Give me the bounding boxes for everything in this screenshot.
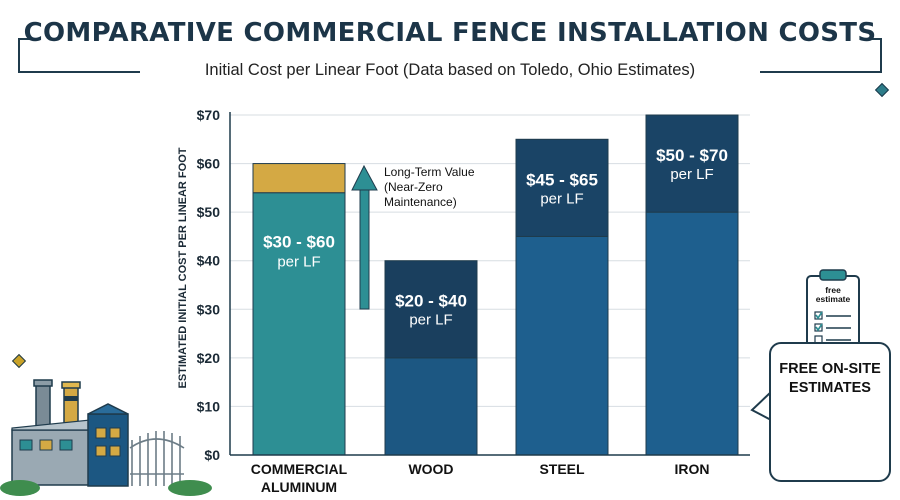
- bars-layer: [252, 114, 739, 456]
- y-tick-label: $10: [197, 398, 221, 414]
- clipboard-label: free estimate: [815, 285, 851, 304]
- page-subtitle: Initial Cost per Linear Foot (Data based…: [204, 61, 696, 79]
- free-estimate-callout[interactable]: FREE ON-SITE ESTIMATES: [769, 342, 891, 482]
- y-tick-label: $30: [197, 301, 221, 317]
- frame-right-vertical: [880, 38, 882, 72]
- bar-wood-range: [384, 260, 478, 359]
- frame-bottom-right: [760, 71, 882, 73]
- bar-range-label: $50 - $70: [656, 146, 728, 165]
- y-tick-label: $70: [197, 107, 221, 123]
- frame-top-left: [18, 38, 34, 40]
- x-category-label: STEEL: [539, 461, 585, 477]
- bar-range-label: $30 - $60: [263, 233, 335, 252]
- x-category-label: WOOD: [408, 461, 453, 477]
- long-term-value-arrow: [351, 164, 378, 310]
- y-tick-label: $20: [197, 350, 221, 366]
- annotation-text: Long-Term Value (Near-Zero Maintenance): [384, 165, 475, 209]
- bar-range-label: $45 - $65: [526, 170, 598, 189]
- y-axis-title: ESTIMATED INITIAL COST PER LINEAR FOOT: [177, 147, 189, 388]
- bar-aluminum-cap: [252, 163, 346, 194]
- bar-wood-base: [384, 357, 478, 456]
- y-tick-label: $40: [197, 253, 221, 269]
- factory-icon: [0, 379, 212, 496]
- bar-steel-range: [515, 138, 609, 237]
- frame-left-vertical: [18, 38, 20, 72]
- y-tick-label: $60: [197, 156, 221, 172]
- bar-steel-base: [515, 235, 609, 456]
- bar-iron-base: [645, 211, 739, 456]
- clipboard-icon: [806, 269, 860, 353]
- frame-top-right: [866, 38, 882, 40]
- bar-iron-range: [645, 114, 739, 213]
- labels-layer: $30 - $60 per LF COMMERCIAL ALUMINUM $20 - $…: [251, 146, 728, 495]
- bar-unit-label: per LF: [409, 312, 452, 329]
- x-category-label: COMMERCIAL: [251, 461, 348, 477]
- bar-range-label: $20 - $40: [395, 292, 467, 311]
- bar-aluminum-body: [252, 192, 346, 456]
- x-category-label: ALUMINUM: [261, 479, 337, 495]
- bar-unit-label: per LF: [540, 190, 583, 207]
- frame-bottom-left: [18, 71, 140, 73]
- bar-unit-label: per LF: [277, 254, 320, 271]
- page-title: COMPARATIVE COMMERCIAL FENCE INSTALLATIO…: [23, 18, 877, 48]
- bar-unit-label: per LF: [670, 166, 713, 183]
- x-category-label: IRON: [675, 461, 710, 477]
- y-tick-label: $50: [197, 204, 221, 220]
- y-tick-label: $0: [204, 447, 220, 463]
- axis-layer: $0 $10 $20 $30 $40 $50 $60 $70: [197, 107, 750, 463]
- callout-text: FREE ON-SITE ESTIMATES: [779, 361, 881, 396]
